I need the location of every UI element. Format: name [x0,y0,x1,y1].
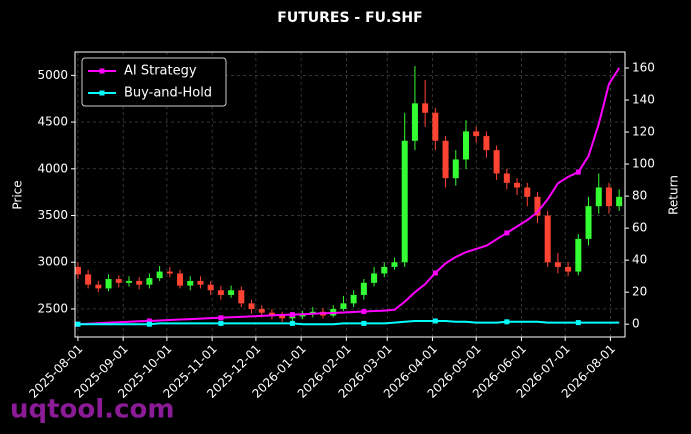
line-marker [504,319,510,325]
y-tick-label: 2500 [37,301,68,315]
line-marker [218,320,224,326]
candle-body [166,271,173,274]
candle-body [74,266,81,275]
watermark: uqtool.com [10,395,174,425]
return-line [77,319,620,326]
candle-body [554,262,561,267]
candle-body [350,294,357,304]
line-marker [218,315,224,321]
line-marker [432,318,438,324]
y2-tick-label: 20 [632,285,647,299]
line-marker [575,169,581,175]
candle-body [258,308,265,313]
plot-frame [74,51,626,338]
candle-body [105,279,112,289]
legend-marker [99,68,105,74]
candle-body [187,280,194,286]
line-marker [504,230,510,236]
y-tick-label: 5000 [37,68,68,82]
candle-body [146,278,153,285]
candle-body [401,140,408,263]
chart-title: FUTURES - FU.SHF [277,10,422,26]
candle-body [544,215,551,263]
candle-body [228,290,235,295]
y-tick-label: 3500 [37,208,68,222]
candle-body [483,136,490,151]
candle-body [391,262,398,267]
candle-body [207,284,214,291]
candle-body [360,282,367,295]
y2-tick-label: 100 [632,157,655,171]
candle-body [503,173,510,183]
candle-body [177,273,184,286]
candle-body [268,312,275,316]
line-marker [432,270,438,276]
candle-body [605,187,612,207]
y2-tick-label: 160 [632,61,655,75]
y-tick-label: 4500 [37,115,68,129]
candle-body [422,103,429,113]
candle-body [217,290,224,295]
candle-body [279,315,286,319]
line-marker [361,309,367,315]
candle-body [156,271,163,279]
candle-body [493,150,500,174]
y2-tick-label: 80 [632,189,647,203]
candle-body [616,196,623,207]
legend-label: AI Strategy [124,64,197,79]
line-marker [146,318,152,324]
legend-box [81,57,227,107]
line-marker [575,320,581,326]
y2-tick-label: 140 [632,93,655,107]
candle-body [514,182,521,188]
y2-tick-label: 60 [632,221,647,235]
candle-body [452,159,459,179]
candle-body [85,274,92,285]
candle-body [575,238,582,272]
y2-tick-label: 120 [632,125,655,139]
candle-body [299,314,306,317]
legend-marker [99,90,105,96]
candle-body [289,316,296,319]
y2-tick-label: 40 [632,253,647,267]
candle-body [340,303,347,309]
candle-body [524,187,531,197]
candle-body [136,280,143,285]
candle-body [115,279,122,283]
line-marker [289,312,295,318]
candle-body [381,266,388,274]
candle-body [238,290,245,304]
candle-body [125,280,132,283]
y2-axis-label: Return [667,175,681,215]
line-marker [146,321,152,327]
line-marker [361,320,367,326]
y-tick-label: 3000 [37,255,68,269]
candle-body [565,266,572,272]
candle-body [432,112,439,141]
candle-body [595,187,602,207]
candle-body [248,303,255,309]
legend: AI Strategy Buy-and-Hold [81,57,227,107]
legend-label: Buy-and-Hold [124,86,212,101]
y-axis-label: Price [11,180,25,209]
candle-body [371,273,378,283]
candle-body [585,206,592,239]
return-line [77,67,621,326]
line-marker [75,321,81,327]
line-marker [289,320,295,326]
candle-body [442,140,449,179]
candle-body [534,196,541,216]
candle-body [197,280,204,285]
y-tick-label: 4000 [37,161,68,175]
candle-body [95,284,102,289]
candle-body [462,131,469,160]
candle-body [411,103,418,141]
y2-tick-label: 0 [632,317,640,331]
candle-body [473,131,480,137]
